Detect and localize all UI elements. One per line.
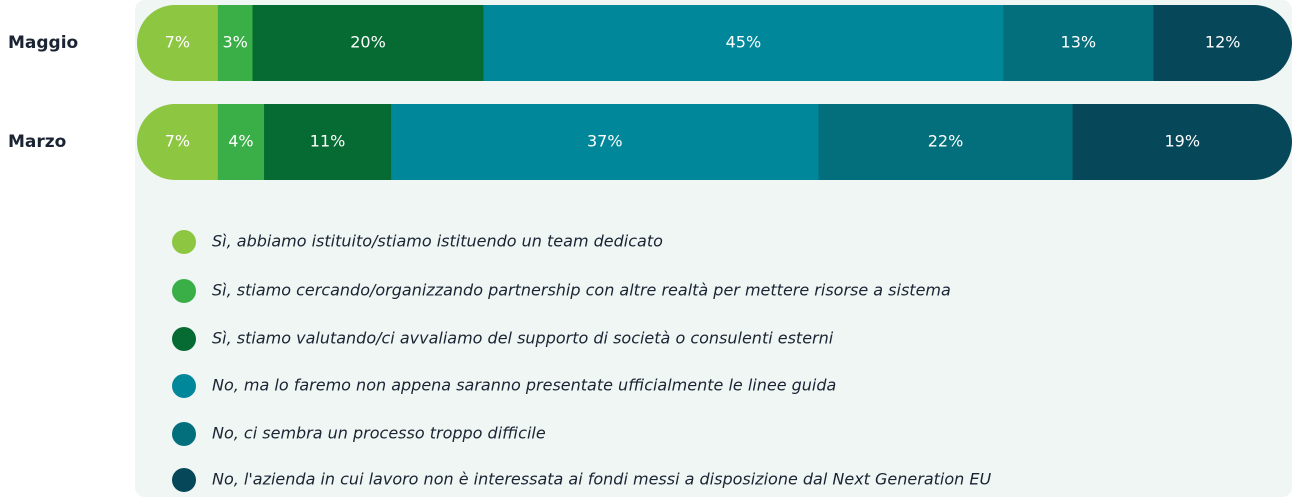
value-label: 20%	[350, 33, 386, 52]
bar-segment	[252, 5, 484, 81]
bar-segment	[391, 104, 819, 180]
bar-segment	[818, 104, 1074, 180]
legend-label: Sì, stiamo cercando/organizzando partner…	[212, 281, 951, 300]
value-label: 13%	[1061, 33, 1097, 52]
legend-swatch	[172, 468, 196, 492]
legend-label: Sì, stiamo valutando/ci avvaliamo del su…	[212, 329, 834, 348]
bar-group	[137, 5, 1292, 81]
legend-swatch	[172, 374, 196, 398]
bar-segment	[1153, 5, 1292, 81]
value-label: 11%	[310, 132, 346, 151]
category-label: Maggio	[8, 33, 78, 53]
value-label: 37%	[587, 132, 623, 151]
legend-swatch	[172, 422, 196, 446]
bar-segment	[137, 104, 219, 180]
bar-segment	[1072, 104, 1292, 180]
legend-label: No, ma lo faremo non appena saranno pres…	[212, 376, 836, 395]
value-label: 22%	[928, 132, 964, 151]
bar-segment	[483, 5, 1004, 81]
category-label: Marzo	[8, 132, 66, 152]
legend-swatch	[172, 327, 196, 351]
legend-swatch	[172, 279, 196, 303]
bar-segment	[217, 5, 253, 81]
value-label: 4%	[228, 132, 253, 151]
value-label: 19%	[1164, 132, 1200, 151]
bar-group	[137, 104, 1292, 180]
value-label: 45%	[726, 33, 762, 52]
bar-segment	[137, 5, 219, 81]
legend-label: No, ci sembra un processo troppo diffici…	[212, 424, 546, 443]
value-label: 3%	[222, 33, 247, 52]
value-label: 7%	[165, 132, 190, 151]
value-label: 12%	[1205, 33, 1241, 52]
legend-label: Sì, abbiamo istituito/stiamo istituendo …	[212, 232, 663, 251]
bar-segment	[1003, 5, 1154, 81]
legend-swatch	[172, 230, 196, 254]
legend-label: No, l'azienda in cui lavoro non è intere…	[212, 470, 991, 489]
value-label: 7%	[165, 33, 190, 52]
bar-segment	[217, 104, 265, 180]
bar-segment	[264, 104, 392, 180]
